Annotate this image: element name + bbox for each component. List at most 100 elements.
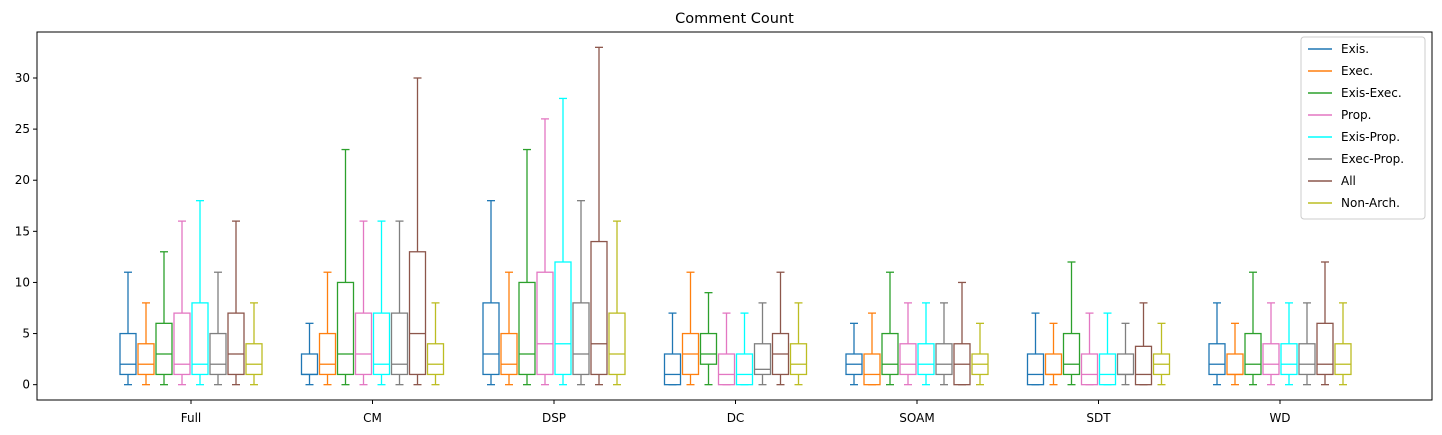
box-all-cm — [408, 77, 427, 386]
box-body — [753, 343, 772, 376]
box-exis-prop--soam — [917, 302, 935, 386]
box-exec-prop--cm — [390, 220, 409, 386]
box-exis-exec--sdt — [1062, 261, 1081, 386]
box-body — [1134, 345, 1153, 386]
box-prop--sdt — [1080, 312, 1099, 386]
box-all-dsp — [590, 46, 608, 386]
box-all-wd — [1316, 261, 1334, 386]
box-body — [372, 312, 391, 376]
box-body — [1044, 353, 1063, 376]
box-body — [1062, 332, 1081, 376]
box-exec-prop--dc — [753, 302, 772, 386]
box-exec--sdt — [1044, 322, 1063, 386]
box-body — [663, 353, 682, 386]
box-exis--soam — [845, 322, 863, 386]
x-tick-label: Full — [181, 411, 202, 425]
y-tick-label: 25 — [15, 122, 30, 136]
box-body — [1280, 343, 1298, 376]
box-body — [1226, 353, 1244, 376]
x-tick-label: SOAM — [899, 411, 934, 425]
box-body — [863, 353, 881, 386]
box-body — [554, 261, 572, 376]
box-exis--dc — [663, 312, 682, 386]
y-axis: 0 5 10 15 20 25 30 — [15, 71, 37, 392]
box-exec-prop--wd — [1298, 302, 1316, 386]
y-tick-label: 10 — [15, 275, 30, 289]
x-tick-label: WD — [1269, 411, 1290, 425]
x-tick-label: DSP — [542, 411, 566, 425]
box-all-soam — [953, 281, 971, 386]
box-body — [119, 332, 137, 376]
box-body — [1080, 353, 1099, 386]
box-non-arch--wd — [1334, 302, 1352, 386]
box-body — [572, 302, 590, 376]
box-prop--full — [173, 220, 191, 386]
box-body — [137, 343, 155, 376]
box-body — [717, 353, 736, 386]
box-body — [155, 322, 173, 376]
box-exis-prop--dc — [735, 312, 754, 386]
box-body — [608, 312, 626, 376]
box-prop--dsp — [536, 118, 554, 386]
legend-label: Non-Arch. — [1341, 196, 1400, 210]
box-exec--wd — [1226, 322, 1244, 386]
box-exec--full — [137, 302, 155, 386]
box-exis-prop--sdt — [1098, 312, 1117, 386]
box-all-sdt — [1134, 302, 1153, 386]
box-non-arch--soam — [971, 322, 989, 386]
box-exec-prop--soam — [935, 302, 953, 386]
box-body — [917, 343, 935, 376]
box-exec-prop--full — [209, 271, 227, 386]
box-body — [518, 281, 536, 376]
box-body — [735, 353, 754, 386]
box-body — [318, 332, 337, 376]
box-body — [482, 302, 500, 376]
box-exis-prop--cm — [372, 220, 391, 386]
box-body — [1298, 343, 1316, 376]
y-tick-label: 5 — [22, 327, 30, 341]
box-body — [1262, 343, 1280, 376]
box-exis-exec--soam — [881, 271, 899, 386]
x-tick-label: SDT — [1086, 411, 1111, 425]
box-body — [1098, 353, 1117, 386]
x-axis: Full CM DSP DC SOAM SDT WD — [181, 400, 1291, 425]
legend-label: All — [1341, 174, 1356, 188]
box-body — [408, 251, 427, 376]
plot-area — [119, 46, 1352, 386]
box-all-full — [227, 220, 245, 386]
legend-label: Exec. — [1341, 64, 1373, 78]
legend-label: Exis-Prop. — [1341, 130, 1400, 144]
box-body — [227, 312, 245, 376]
box-body — [354, 312, 373, 376]
legend-label: Exis-Exec. — [1341, 86, 1402, 100]
axes-frame — [36, 31, 1433, 401]
box-exis--dsp — [482, 200, 500, 386]
box-exis-prop--full — [191, 200, 209, 386]
box-body — [899, 343, 917, 376]
box-body — [191, 302, 209, 376]
box-exis--cm — [300, 322, 319, 386]
box-non-arch--cm — [426, 302, 445, 386]
box-exis-exec--dc — [699, 292, 718, 386]
box-exis-prop--dsp — [554, 97, 572, 386]
box-body — [1316, 322, 1334, 376]
box-body — [500, 332, 518, 376]
y-tick-label: 15 — [15, 224, 30, 238]
x-tick-label: DC — [727, 411, 745, 425]
box-body — [935, 343, 953, 376]
y-tick-label: 30 — [15, 71, 30, 85]
box-exec--dc — [681, 271, 700, 386]
box-body — [209, 332, 227, 376]
box-non-arch--full — [245, 302, 263, 386]
box-exis-exec--dsp — [518, 148, 536, 386]
box-body — [590, 240, 608, 376]
box-non-arch--dsp — [608, 220, 626, 386]
box-body — [536, 271, 554, 376]
box-prop--wd — [1262, 302, 1280, 386]
box-body — [426, 343, 445, 376]
box-prop--dc — [717, 312, 736, 386]
legend-label: Prop. — [1341, 108, 1371, 122]
box-exec--dsp — [500, 271, 518, 386]
box-body — [1026, 353, 1045, 386]
